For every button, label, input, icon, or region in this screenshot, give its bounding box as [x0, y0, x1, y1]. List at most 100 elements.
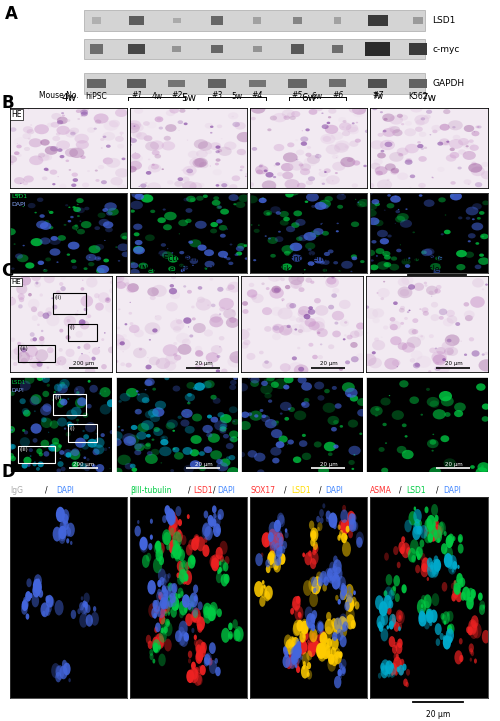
Circle shape	[390, 586, 396, 596]
Circle shape	[168, 522, 177, 538]
Circle shape	[470, 296, 485, 308]
Circle shape	[380, 665, 388, 678]
Circle shape	[116, 247, 117, 248]
Circle shape	[385, 184, 388, 185]
Circle shape	[282, 541, 287, 549]
Circle shape	[366, 332, 368, 334]
Circle shape	[424, 282, 427, 284]
Circle shape	[392, 129, 402, 136]
Circle shape	[256, 169, 263, 174]
Circle shape	[70, 216, 73, 218]
Circle shape	[340, 675, 342, 679]
Circle shape	[322, 503, 326, 508]
Circle shape	[396, 210, 400, 213]
Circle shape	[280, 402, 291, 411]
Circle shape	[388, 636, 395, 647]
Circle shape	[440, 633, 444, 640]
Circle shape	[266, 559, 270, 567]
Circle shape	[82, 280, 84, 281]
Text: 100 μm: 100 μm	[422, 278, 452, 288]
Circle shape	[408, 309, 410, 311]
Circle shape	[161, 606, 164, 610]
Circle shape	[397, 611, 405, 624]
Circle shape	[84, 601, 88, 609]
Circle shape	[420, 118, 425, 120]
Circle shape	[338, 535, 341, 541]
Circle shape	[268, 532, 274, 542]
Text: DAPI: DAPI	[11, 202, 26, 207]
Circle shape	[261, 381, 268, 386]
Bar	[368, 15, 388, 26]
Circle shape	[456, 586, 460, 595]
Circle shape	[322, 260, 330, 265]
Circle shape	[475, 182, 482, 187]
Circle shape	[438, 257, 442, 260]
Circle shape	[414, 518, 420, 528]
Circle shape	[179, 569, 187, 583]
Circle shape	[180, 109, 186, 112]
Circle shape	[168, 600, 173, 608]
Circle shape	[312, 610, 317, 619]
Circle shape	[85, 422, 96, 433]
Circle shape	[186, 544, 192, 556]
Circle shape	[388, 621, 394, 629]
Bar	[84, 39, 425, 59]
Circle shape	[292, 245, 294, 247]
Circle shape	[48, 226, 54, 229]
Circle shape	[387, 194, 391, 197]
Circle shape	[347, 595, 350, 601]
Circle shape	[184, 465, 194, 473]
Circle shape	[291, 654, 298, 665]
Circle shape	[472, 218, 475, 220]
Circle shape	[264, 235, 267, 236]
Circle shape	[322, 136, 332, 142]
Circle shape	[240, 421, 251, 430]
Circle shape	[20, 381, 31, 391]
Circle shape	[274, 537, 282, 551]
Circle shape	[10, 456, 16, 461]
Circle shape	[164, 361, 176, 371]
Circle shape	[400, 659, 404, 666]
Circle shape	[144, 444, 151, 449]
Circle shape	[348, 460, 355, 465]
Circle shape	[268, 552, 275, 565]
Text: A: A	[5, 5, 18, 23]
Circle shape	[70, 147, 84, 157]
Circle shape	[318, 643, 322, 652]
Circle shape	[346, 518, 354, 531]
Bar	[168, 79, 186, 87]
Circle shape	[283, 217, 290, 221]
Circle shape	[72, 225, 78, 230]
Circle shape	[192, 628, 194, 633]
Circle shape	[57, 417, 67, 427]
Circle shape	[301, 382, 312, 391]
Circle shape	[14, 137, 28, 147]
Circle shape	[352, 521, 358, 531]
Circle shape	[146, 434, 151, 438]
Circle shape	[266, 172, 274, 177]
Circle shape	[420, 525, 428, 539]
Circle shape	[434, 559, 441, 572]
Circle shape	[168, 523, 176, 536]
Circle shape	[434, 555, 438, 564]
Circle shape	[200, 363, 203, 366]
Circle shape	[190, 239, 201, 247]
Circle shape	[10, 128, 16, 132]
Circle shape	[332, 572, 337, 581]
Circle shape	[451, 583, 454, 590]
Circle shape	[340, 665, 346, 676]
Bar	[172, 45, 181, 53]
Circle shape	[285, 285, 290, 289]
Circle shape	[350, 330, 360, 338]
Circle shape	[416, 120, 424, 125]
Circle shape	[328, 416, 339, 425]
Circle shape	[223, 562, 228, 572]
Circle shape	[365, 306, 369, 309]
Circle shape	[246, 173, 248, 175]
Circle shape	[118, 260, 120, 262]
Circle shape	[37, 324, 40, 326]
Circle shape	[466, 588, 475, 602]
Circle shape	[429, 348, 436, 353]
Circle shape	[60, 521, 66, 532]
Circle shape	[334, 651, 342, 664]
